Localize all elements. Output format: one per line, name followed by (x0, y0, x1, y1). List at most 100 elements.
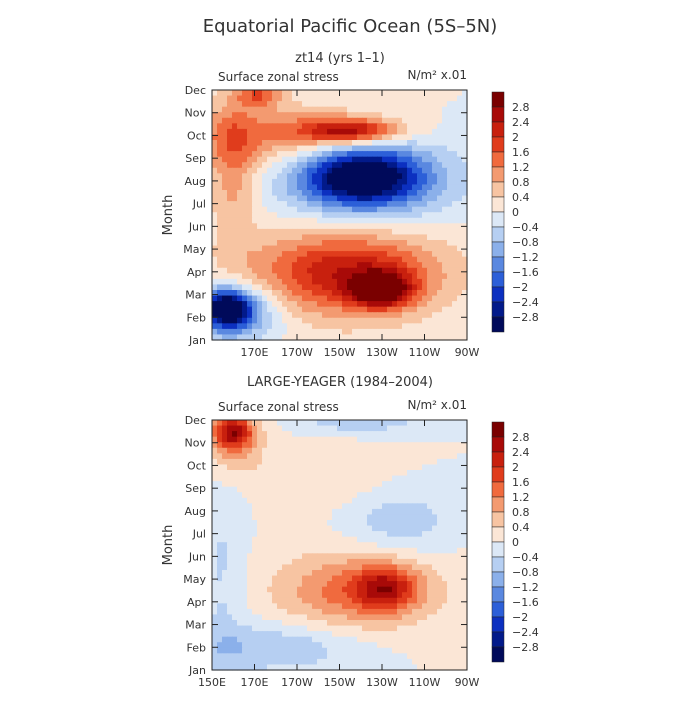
panel-1-cell (257, 267, 263, 274)
panel-2-cell (457, 508, 463, 516)
panel-2-cell (427, 492, 433, 499)
panel-1-cell (457, 140, 463, 147)
panel-2-cell (282, 531, 288, 538)
panel-2-cell (292, 436, 298, 443)
panel-1-cell (347, 190, 353, 197)
panel-1-cell (342, 228, 348, 236)
panel-2-cell (367, 425, 373, 432)
panel-2-cell (462, 620, 468, 627)
panel-2-cell (442, 508, 448, 516)
panel-1-cell (462, 278, 468, 286)
panel-2-cell (367, 653, 373, 660)
panel-2-cell (312, 420, 318, 427)
panel-2-cell (322, 508, 328, 516)
panel-1-cell (367, 162, 373, 169)
panel-1-cell (322, 284, 328, 291)
panel-2-cell (352, 470, 358, 477)
panel-1-cell (232, 256, 238, 263)
panel-2-cell (252, 486, 258, 493)
panel-2-cell (362, 525, 368, 532)
panel-2-cell (447, 603, 453, 610)
panel-2-cell (247, 436, 253, 443)
panel-1-cell (397, 206, 403, 213)
panel-2-cell (327, 581, 333, 588)
panel-1-cell (377, 178, 383, 186)
panel-1-cell (437, 178, 443, 186)
panel-1-cell (392, 167, 398, 174)
panel-1-cell (257, 312, 263, 319)
panel-2-cell (437, 658, 443, 666)
colorbar-2-label: −2.8 (512, 641, 539, 654)
panel-2-cell (402, 492, 408, 499)
panel-1-cell (452, 145, 458, 152)
panel-1-cell (252, 101, 258, 108)
panel-1-cell (357, 273, 363, 280)
panel-1-cell (277, 334, 283, 341)
panel-2-cell (262, 442, 268, 449)
panel-2-cell (272, 464, 278, 471)
panel-1-cell (212, 267, 218, 274)
panel-1-cell (257, 245, 263, 252)
panel-1-cell (457, 323, 463, 330)
panel-1-cell (307, 267, 313, 274)
panel-2-cell (272, 592, 278, 599)
panel-2-cell (297, 570, 303, 577)
panel-1-cell (247, 206, 253, 213)
panel-1-cell (262, 278, 268, 286)
panel-2-cell (337, 431, 343, 438)
panel-2-cell (422, 486, 428, 493)
panel-2-cell (212, 431, 218, 438)
panel-2-cell (342, 497, 348, 504)
panel-2-cell (412, 458, 418, 466)
panel-2-cell (267, 436, 273, 443)
panel-1-cell (392, 140, 398, 147)
panel-1-cell (222, 106, 228, 113)
panel-1-cell (342, 117, 348, 124)
panel-1-cell (272, 173, 278, 180)
panel-1-cell (287, 184, 293, 191)
panel-1-cell (437, 278, 443, 286)
panel-2-cell (297, 564, 303, 571)
panel-1-cell (427, 190, 433, 197)
panel-2-cell (437, 475, 443, 482)
panel-2-cell (342, 425, 348, 432)
panel-2-cell (362, 653, 368, 660)
panel-1-cell (267, 201, 273, 208)
panel-2-xtick-label: 90W (455, 676, 480, 689)
panel-1-cell (422, 134, 428, 141)
panel-1-cell (212, 317, 218, 324)
panel-1-cell (357, 301, 363, 308)
panel-2-cell (402, 620, 408, 627)
panel-2-cell (342, 503, 348, 510)
panel-1-cell (407, 217, 413, 224)
panel-1-cell (442, 173, 448, 180)
panel-2-cell (302, 625, 308, 632)
panel-1-cell (242, 178, 248, 186)
panel-1-cell (307, 140, 313, 147)
panel-1-cell (242, 267, 248, 274)
panel-2-cell (217, 636, 223, 643)
panel-2-cell (352, 453, 358, 460)
panel-2-cell (227, 520, 233, 527)
panel-2-cell (462, 481, 468, 488)
panel-2-cell (217, 464, 223, 471)
panel-2-cell (302, 564, 308, 571)
panel-1-cell (272, 162, 278, 169)
panel-1-cell (237, 140, 243, 147)
panel-1-cell (412, 284, 418, 291)
panel-1-cell (377, 106, 383, 113)
panel-2-cell (327, 636, 333, 643)
panel-2-cell (457, 497, 463, 504)
panel-1-cell (307, 295, 313, 302)
panel-2-cell (327, 536, 333, 543)
panel-1-cell (462, 162, 468, 169)
panel-1-cell (267, 328, 273, 336)
panel-2-cell (357, 647, 363, 654)
panel-2-cell (357, 558, 363, 566)
panel-1-cell (352, 128, 358, 136)
panel-1-cell (297, 167, 303, 174)
panel-2-cell (287, 642, 293, 649)
panel-2-cell (352, 608, 358, 616)
panel-1-cell (272, 312, 278, 319)
panel-2-cell (242, 581, 248, 588)
